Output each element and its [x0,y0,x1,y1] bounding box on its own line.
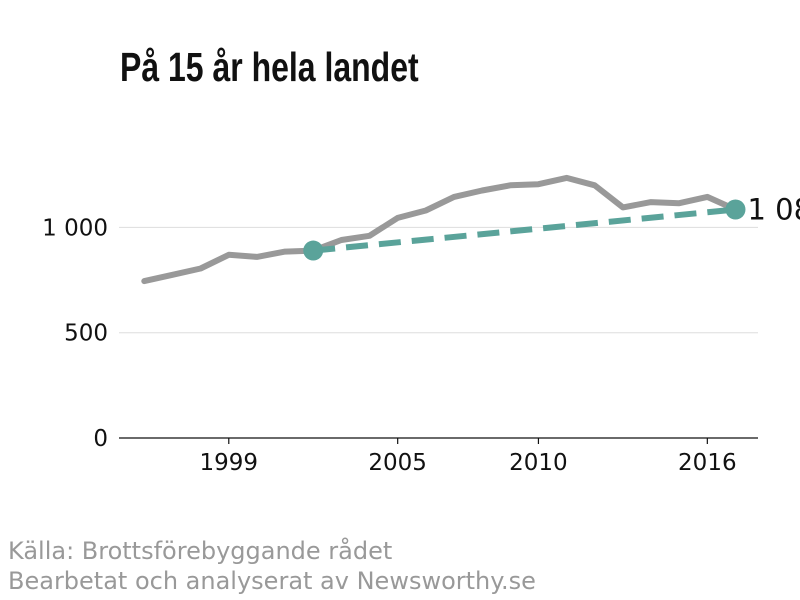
series-group [141,174,739,285]
point-marker [725,199,746,220]
credit-line: Bearbetat och analyserat av Newsworthy.s… [8,567,536,595]
trend-line-dashed [312,206,736,254]
end-value-label: 1 085 [747,192,800,226]
x-tick-label: 2005 [368,450,427,476]
grid-lines [119,226,758,334]
source-line: Källa: Brottsförebyggande rådet [8,537,393,565]
markers-group [303,199,746,261]
x-tick-label: 2016 [678,450,737,476]
series-line-solid [141,174,739,285]
point-marker [303,240,324,261]
y-tick-label: 0 [93,426,108,452]
y-tick-label: 500 [64,321,108,347]
y-tick-label: 1 000 [42,215,108,241]
labels-group: 0 500 1 000 1999 2005 2010 2016 1 085 [42,192,800,476]
x-tick-label: 2010 [509,450,568,476]
x-tick-label: 1999 [200,450,259,476]
chart-title: På 15 år hela landet [120,44,419,90]
source-note: Källa: Brottsförebyggande rådet Bearbeta… [8,536,536,596]
axes [119,437,758,444]
